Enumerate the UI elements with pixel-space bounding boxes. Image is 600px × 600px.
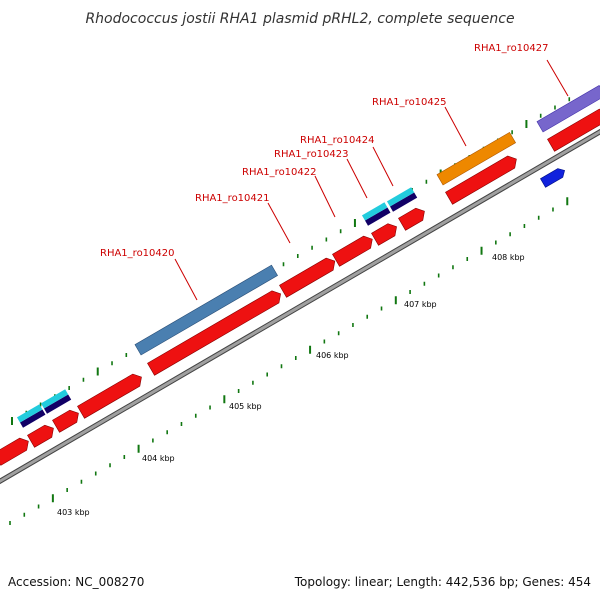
scale-label-408kbp: 408 kbp <box>492 253 525 262</box>
feature-track <box>16 85 600 428</box>
cds-feature[interactable] <box>536 85 600 133</box>
gene-feature[interactable] <box>77 371 145 419</box>
gene-feature[interactable] <box>0 435 32 466</box>
sequence-backbone <box>0 128 600 485</box>
cds-feature[interactable] <box>386 187 418 212</box>
gene-labels: RHA1_ro10420 RHA1_ro10421 RHA1_ro10422 R… <box>100 43 569 301</box>
cds-feature[interactable] <box>40 389 72 414</box>
gene-label-ro10420[interactable]: RHA1_ro10420 <box>100 248 175 259</box>
cds-feature[interactable] <box>436 131 517 186</box>
gene-feature[interactable] <box>371 221 400 246</box>
gene-label-ro10425[interactable]: RHA1_ro10425 <box>372 97 447 108</box>
gene-feature[interactable] <box>547 106 600 152</box>
gene-label-ro10423[interactable]: RHA1_ro10423 <box>274 149 349 160</box>
gene-feature[interactable] <box>398 205 428 231</box>
cds-feature[interactable] <box>134 264 278 356</box>
scale-label-406kbp: 406 kbp <box>316 351 349 360</box>
gene-feature[interactable] <box>52 407 82 433</box>
gene-feature[interactable] <box>332 233 375 267</box>
scale-label-407kbp: 407 kbp <box>404 300 437 309</box>
tick-row-lower <box>9 197 569 525</box>
accession-text: Accession: NC_008270 <box>8 575 144 589</box>
gene-feature[interactable] <box>27 422 57 448</box>
gene-label-ro10422[interactable]: RHA1_ro10422 <box>242 167 317 178</box>
gene-feature[interactable] <box>147 288 284 376</box>
gene-feature[interactable] <box>445 153 519 205</box>
gene-feature[interactable] <box>540 166 567 188</box>
cds-feature[interactable] <box>16 404 46 428</box>
gene-label-ro10421[interactable]: RHA1_ro10421 <box>195 193 270 204</box>
gene-label-ro10427[interactable]: RHA1_ro10427 <box>474 43 549 54</box>
cds-feature[interactable] <box>361 202 391 226</box>
gene-feature[interactable] <box>279 255 338 298</box>
map-title: Rhodococcus jostii RHA1 plasmid pRHL2, c… <box>85 11 514 27</box>
sequence-summary-text: Topology: linear; Length: 442,536 bp; Ge… <box>294 575 591 589</box>
gene-track <box>0 106 600 466</box>
scale-label-403kbp: 403 kbp <box>57 508 90 517</box>
gene-label-ro10424[interactable]: RHA1_ro10424 <box>300 135 375 146</box>
scale-label-405kbp: 405 kbp <box>229 402 262 411</box>
scale-labels: 403 kbp 404 kbp 405 kbp 406 kbp 407 kbp … <box>57 253 525 517</box>
scale-label-404kbp: 404 kbp <box>142 454 175 463</box>
